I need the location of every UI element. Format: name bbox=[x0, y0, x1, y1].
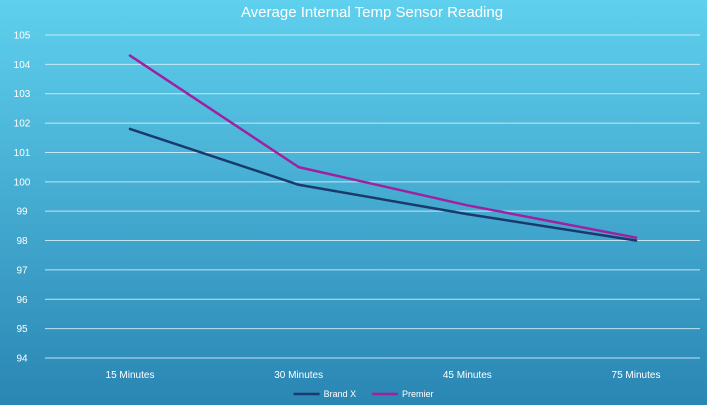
grid-layer bbox=[45, 34, 700, 359]
legend: Brand X Premier bbox=[293, 389, 434, 399]
legend-label: Premier bbox=[402, 389, 434, 399]
x-tick-label: 15 Minutes bbox=[106, 370, 155, 381]
legend-item: Premier bbox=[372, 389, 434, 399]
y-tick-label: 103 bbox=[14, 89, 31, 100]
y-tick-label: 100 bbox=[14, 177, 31, 188]
series-line-premier bbox=[128, 54, 638, 239]
y-axis-ticks: 94 95 96 97 98 99 100 101 102 103 104 105 bbox=[14, 31, 31, 365]
series-line-brand-x bbox=[128, 127, 638, 242]
y-tick-label: 94 bbox=[16, 354, 28, 365]
chart-title: Average Internal Temp Sensor Reading bbox=[241, 4, 503, 21]
data-point bbox=[466, 212, 469, 216]
y-tick-label: 95 bbox=[16, 324, 28, 335]
data-point bbox=[128, 127, 132, 131]
legend-item: Brand X bbox=[293, 389, 357, 399]
data-point bbox=[634, 236, 638, 239]
y-tick-label: 98 bbox=[16, 236, 28, 247]
y-tick-label: 104 bbox=[14, 60, 31, 71]
y-tick-label: 105 bbox=[14, 31, 31, 42]
y-tick-label: 97 bbox=[16, 265, 28, 276]
x-tick-label: 75 Minutes bbox=[612, 370, 661, 381]
legend-label: Brand X bbox=[324, 389, 357, 399]
y-tick-label: 101 bbox=[14, 148, 31, 159]
data-point bbox=[297, 165, 300, 169]
data-point bbox=[466, 204, 469, 207]
data-point bbox=[297, 183, 300, 186]
y-tick-label: 96 bbox=[16, 295, 28, 306]
data-point bbox=[634, 239, 638, 242]
y-tick-label: 99 bbox=[16, 207, 28, 218]
y-tick-label: 102 bbox=[14, 119, 31, 130]
x-tick-label: 45 Minutes bbox=[443, 370, 492, 381]
x-tick-label: 30 Minutes bbox=[274, 370, 323, 381]
series-layer bbox=[128, 54, 638, 242]
data-point bbox=[128, 54, 132, 57]
x-axis-ticks: 15 Minutes 30 Minutes 45 Minutes 75 Minutes bbox=[106, 370, 661, 381]
